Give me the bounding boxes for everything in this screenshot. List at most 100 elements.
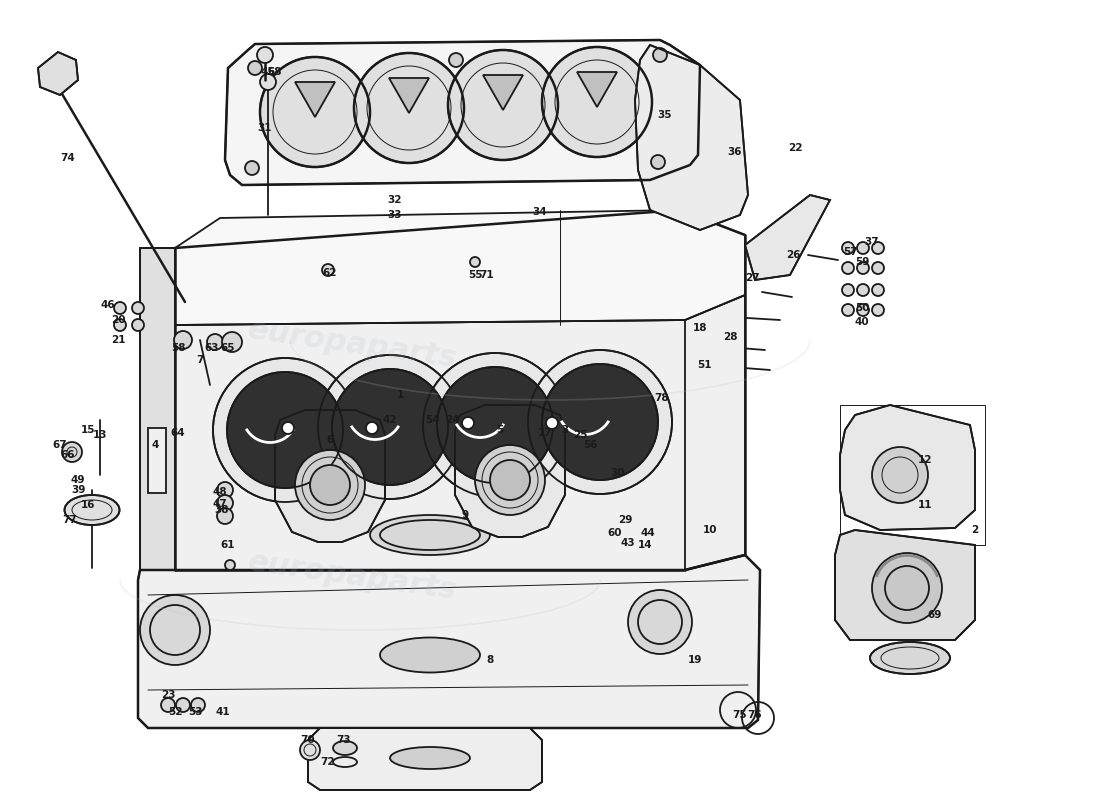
Text: 17: 17 [538,428,552,438]
Text: 74: 74 [60,153,76,163]
Text: 16: 16 [80,500,96,510]
Text: 52: 52 [167,707,183,717]
Text: 29: 29 [618,515,632,525]
Circle shape [653,48,667,62]
Text: 18: 18 [693,323,707,333]
Circle shape [842,262,854,274]
Polygon shape [275,410,385,542]
Text: 33: 33 [387,210,403,220]
Polygon shape [578,72,617,107]
Ellipse shape [870,642,950,674]
Circle shape [140,595,210,665]
Circle shape [260,57,370,167]
Text: 69: 69 [927,610,943,620]
Circle shape [300,740,320,760]
Text: 6: 6 [327,435,333,445]
Text: 3: 3 [561,425,569,435]
Text: 43: 43 [620,538,636,548]
Circle shape [318,355,462,499]
Circle shape [248,61,262,75]
Text: 66: 66 [60,450,75,460]
Text: 64: 64 [170,428,185,438]
Polygon shape [39,52,78,95]
Polygon shape [175,210,745,325]
Text: 71: 71 [480,270,494,280]
Text: 4: 4 [152,440,158,450]
Text: 56: 56 [583,440,597,450]
Polygon shape [389,78,429,113]
Text: 2: 2 [971,525,979,535]
Circle shape [528,350,672,494]
Circle shape [872,242,884,254]
Text: 44: 44 [640,528,656,538]
Circle shape [872,447,928,503]
Circle shape [437,367,553,483]
Polygon shape [295,82,336,117]
Text: 55: 55 [468,270,482,280]
Ellipse shape [390,747,470,769]
Circle shape [295,450,365,520]
Circle shape [354,53,464,163]
Text: 72: 72 [321,757,336,767]
Text: 32: 32 [387,195,403,205]
Ellipse shape [65,495,120,525]
Polygon shape [138,555,760,728]
Ellipse shape [379,638,480,673]
Circle shape [217,495,233,511]
Circle shape [628,590,692,654]
Circle shape [872,553,942,623]
Text: 7: 7 [196,355,204,365]
Circle shape [857,284,869,296]
Text: 25: 25 [573,430,587,440]
Text: 28: 28 [723,332,737,342]
Text: 8: 8 [486,655,494,665]
Circle shape [857,262,869,274]
Circle shape [872,262,884,274]
Text: 65: 65 [221,343,235,353]
Polygon shape [483,75,522,110]
Text: 35: 35 [658,110,672,120]
Circle shape [651,155,666,169]
Text: 23: 23 [161,690,175,700]
Text: 77: 77 [63,515,77,525]
Bar [840,405,984,545]
Text: 70: 70 [300,735,316,745]
Text: 40: 40 [855,317,869,327]
Text: 21: 21 [111,335,125,345]
Polygon shape [635,45,748,230]
Circle shape [542,364,658,480]
Text: 10: 10 [703,525,717,535]
Text: 36: 36 [728,147,743,157]
Circle shape [857,242,869,254]
Circle shape [227,372,343,488]
Text: 57: 57 [843,247,857,257]
Circle shape [542,47,652,157]
Circle shape [366,422,378,434]
Text: 62: 62 [322,268,338,278]
Text: 54: 54 [425,415,439,425]
Text: 61: 61 [221,540,235,550]
Circle shape [322,264,334,276]
Circle shape [226,560,235,570]
Text: 34: 34 [532,207,548,217]
Circle shape [842,242,854,254]
Text: 1: 1 [396,390,404,400]
Text: 14: 14 [638,540,652,550]
Text: 50: 50 [855,303,869,313]
Text: 37: 37 [865,237,879,247]
Text: 60: 60 [607,528,623,538]
Text: 53: 53 [188,707,202,717]
Text: 31: 31 [257,123,273,133]
Circle shape [857,304,869,316]
Text: 46: 46 [101,300,116,310]
Text: 22: 22 [788,143,802,153]
Polygon shape [745,195,830,280]
Text: 20: 20 [111,315,125,325]
Circle shape [546,417,558,429]
Text: 12: 12 [917,455,933,465]
Text: 68: 68 [267,67,283,77]
Circle shape [310,465,350,505]
Text: 51: 51 [696,360,712,370]
Polygon shape [175,295,745,570]
Circle shape [872,304,884,316]
